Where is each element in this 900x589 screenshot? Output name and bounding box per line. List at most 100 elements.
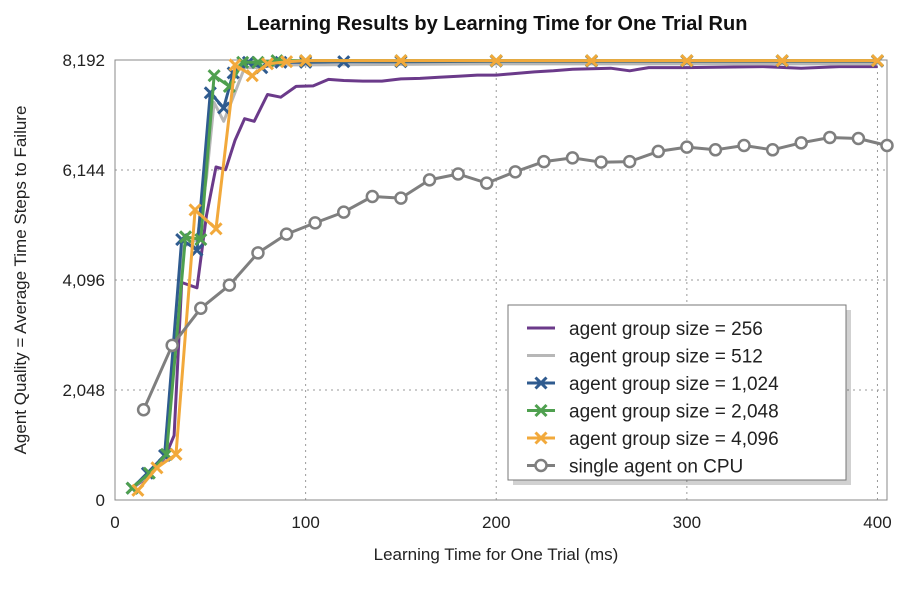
- series-line: [131, 65, 878, 490]
- series-point: [209, 222, 223, 236]
- legend-box: [507, 304, 847, 481]
- x-marker-stroke: [188, 203, 202, 217]
- x-marker-stroke: [489, 54, 503, 68]
- x-marker-stroke: [159, 447, 174, 461]
- series-point: [880, 138, 894, 153]
- series-point: [422, 173, 437, 187]
- x-tick-label: 300: [673, 513, 701, 532]
- x-marker-stroke: [394, 54, 408, 68]
- x-marker-stroke: [125, 481, 139, 495]
- y-axis-label: Agent Quality = Average Time Steps to Fa…: [11, 106, 30, 455]
- series-point: [708, 143, 723, 157]
- series-point: [217, 101, 231, 115]
- x-marker-stroke: [190, 243, 204, 257]
- series-point: [299, 54, 313, 68]
- x-marker-stroke: [169, 447, 183, 461]
- series-point: [169, 447, 183, 461]
- legend-item: single agent on CPU: [527, 457, 743, 478]
- x-marker-stroke: [775, 54, 789, 68]
- series-point: [394, 54, 408, 68]
- series-point: [794, 136, 808, 150]
- series-point: [584, 54, 599, 68]
- series-point: [136, 403, 151, 417]
- x-marker-stroke: [217, 101, 231, 115]
- x-axis-label: Learning Time for One Trial (ms): [374, 545, 619, 564]
- series-point: [823, 130, 837, 145]
- legend-item: agent group size = 2,048: [527, 402, 779, 423]
- axis-ticks: 0 2,048 4,096 6,144 8,192 0 100 200 300 400: [62, 51, 891, 532]
- series-point: [188, 203, 202, 217]
- y-tick-label: 8,192: [62, 51, 105, 70]
- x-marker-stroke: [142, 466, 156, 480]
- x-marker-stroke: [534, 376, 548, 390]
- series-point: [260, 57, 275, 71]
- series-point: [131, 483, 145, 497]
- legend-item: agent group size = 256: [527, 319, 763, 340]
- legend-label: agent group size = 1,024: [569, 374, 779, 395]
- series-point: [228, 58, 242, 72]
- series-point: [594, 155, 608, 169]
- series-point: [336, 205, 351, 219]
- series-point: [222, 278, 237, 292]
- series-point: [765, 143, 780, 157]
- y-tick-label: 0: [96, 491, 105, 510]
- x-marker-stroke: [194, 232, 208, 247]
- series-point: [194, 301, 208, 316]
- chart-title: Learning Results by Learning Time for On…: [247, 13, 748, 35]
- x-marker-stroke: [584, 54, 599, 68]
- series-point: [365, 189, 380, 204]
- series-point: [565, 151, 580, 165]
- x-marker-stroke: [150, 461, 164, 475]
- x-marker-stroke: [680, 54, 694, 68]
- series-point: [178, 230, 193, 244]
- series-point: [680, 54, 694, 68]
- series-point: [165, 338, 179, 353]
- x-marker-stroke: [131, 483, 145, 497]
- legend-item: agent group size = 4,096: [527, 429, 779, 450]
- series-point: [279, 55, 294, 69]
- series-group: [125, 54, 894, 497]
- series-line: [136, 59, 878, 492]
- legend: agent group size = 256 agent group size =…: [507, 304, 851, 485]
- series-point: [279, 227, 294, 241]
- x-marker-stroke: [534, 431, 548, 445]
- series-point: [207, 69, 221, 83]
- legend-label: single agent on CPU: [569, 457, 743, 478]
- series-point: [851, 131, 866, 146]
- series-point: [308, 216, 322, 230]
- series-point: [394, 191, 408, 205]
- x-marker-stroke: [228, 58, 242, 72]
- series-6: [136, 130, 894, 417]
- x-tick-label: 0: [110, 513, 119, 532]
- x-tick-label: 100: [291, 513, 319, 532]
- x-marker-stroke: [534, 403, 548, 418]
- series-point: [251, 246, 265, 260]
- series-point: [194, 232, 208, 247]
- legend-label: agent group size = 256: [569, 319, 763, 340]
- series-point: [489, 54, 503, 68]
- legend-item: agent group size = 1,024: [527, 374, 779, 395]
- x-marker-stroke: [260, 57, 275, 71]
- series-point: [622, 154, 637, 169]
- series-point: [775, 54, 789, 68]
- legend-label: agent group size = 512: [569, 347, 763, 368]
- y-tick-label: 4,096: [62, 271, 105, 290]
- x-tick-label: 400: [863, 513, 891, 532]
- series-point: [251, 55, 265, 69]
- y-tick-label: 2,048: [62, 381, 105, 400]
- legend-marker: [534, 458, 548, 473]
- x-tick-label: 200: [482, 513, 510, 532]
- legend-marker: [534, 403, 548, 418]
- series-point: [870, 54, 885, 68]
- x-marker-stroke: [279, 55, 294, 69]
- series-point: [142, 466, 156, 480]
- legend-label: agent group size = 2,048: [569, 402, 779, 423]
- series-point: [508, 165, 523, 179]
- series-point: [537, 154, 551, 169]
- x-marker-stroke: [299, 54, 313, 68]
- x-marker-stroke: [245, 69, 259, 83]
- series-point: [651, 144, 666, 159]
- legend-marker: [534, 376, 548, 390]
- series-point: [479, 176, 494, 190]
